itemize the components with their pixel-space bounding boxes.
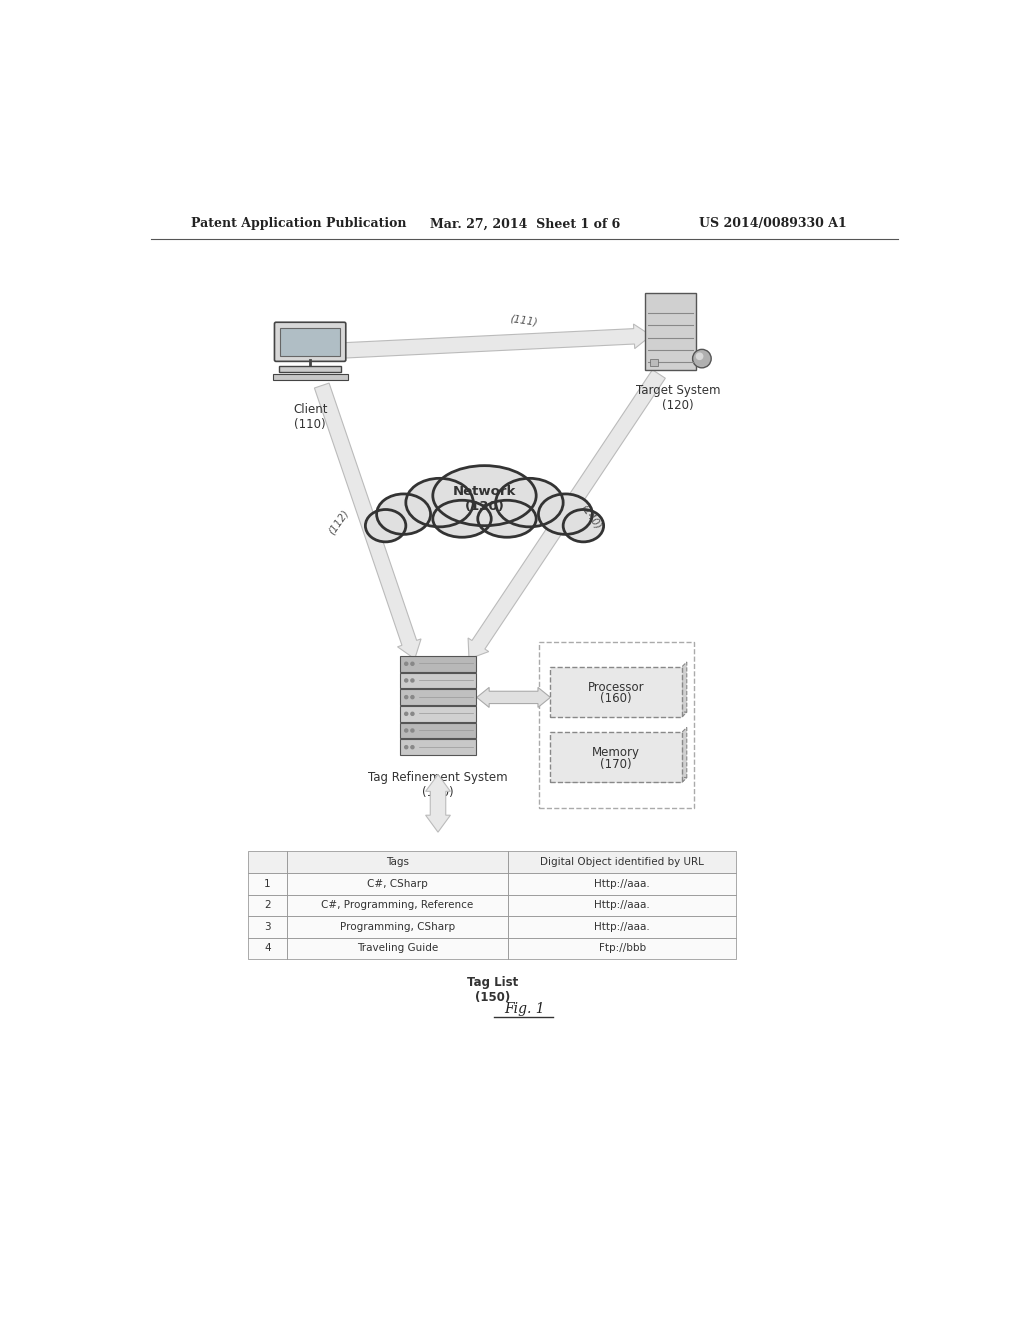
Ellipse shape [496, 478, 563, 527]
Bar [248, 873, 287, 895]
Text: Client
(110): Client (110) [293, 404, 328, 432]
Circle shape [411, 663, 414, 665]
Text: Tag Refinement System
(140): Tag Refinement System (140) [369, 771, 508, 799]
Bar [287, 937, 508, 960]
Text: Traveling Guide: Traveling Guide [356, 944, 438, 953]
Bar [400, 689, 476, 705]
Polygon shape [468, 370, 666, 659]
Text: Http://aaa.: Http://aaa. [594, 900, 650, 911]
Circle shape [404, 746, 408, 748]
Text: Tags: Tags [386, 857, 409, 867]
Bar [287, 895, 508, 916]
Ellipse shape [366, 510, 406, 541]
Ellipse shape [478, 500, 537, 537]
Bar [400, 739, 476, 755]
Text: Target System
(120): Target System (120) [636, 384, 721, 412]
Ellipse shape [539, 494, 592, 535]
Text: Http://aaa.: Http://aaa. [594, 921, 650, 932]
Polygon shape [477, 688, 550, 708]
Text: Digital Object identified by URL: Digital Object identified by URL [540, 857, 705, 867]
Circle shape [692, 350, 712, 368]
Circle shape [411, 746, 414, 748]
Text: (170): (170) [600, 758, 632, 771]
Text: 3: 3 [264, 921, 270, 932]
Text: 4: 4 [264, 944, 270, 953]
Text: (160): (160) [600, 692, 632, 705]
FancyBboxPatch shape [274, 322, 346, 362]
Circle shape [404, 713, 408, 715]
Bar [280, 366, 341, 372]
Bar [400, 672, 476, 689]
Polygon shape [333, 323, 651, 359]
Bar [508, 937, 736, 960]
Text: Ftp://bbb: Ftp://bbb [598, 944, 645, 953]
Text: Mar. 27, 2014  Sheet 1 of 6: Mar. 27, 2014 Sheet 1 of 6 [430, 218, 620, 231]
Text: Fig. 1: Fig. 1 [505, 1002, 545, 1016]
Bar [400, 656, 476, 672]
Ellipse shape [563, 510, 603, 541]
Polygon shape [550, 711, 687, 717]
Bar [400, 722, 476, 738]
Text: 2: 2 [264, 900, 270, 911]
Text: C#, Programming, Reference: C#, Programming, Reference [322, 900, 473, 911]
Bar [550, 733, 682, 781]
Text: Patent Application Publication: Patent Application Publication [191, 218, 407, 231]
Bar [287, 916, 508, 937]
Text: 1: 1 [264, 879, 270, 888]
Ellipse shape [377, 494, 430, 535]
Circle shape [411, 729, 414, 733]
Text: C#, CSharp: C#, CSharp [367, 879, 428, 888]
Polygon shape [426, 775, 451, 832]
Bar [508, 851, 736, 873]
Bar [287, 873, 508, 895]
Polygon shape [682, 663, 687, 717]
Circle shape [404, 663, 408, 665]
Circle shape [404, 729, 408, 733]
Polygon shape [550, 777, 687, 781]
Circle shape [404, 696, 408, 698]
Polygon shape [682, 727, 687, 781]
Bar [650, 359, 657, 366]
Bar [508, 873, 736, 895]
Ellipse shape [406, 478, 473, 527]
Text: (112): (112) [327, 508, 351, 536]
Text: US 2014/0089330 A1: US 2014/0089330 A1 [699, 218, 847, 231]
Bar [248, 895, 287, 916]
Bar [248, 851, 287, 873]
Text: (140): (140) [579, 502, 603, 531]
Text: Memory: Memory [592, 746, 640, 759]
Circle shape [411, 696, 414, 698]
Bar [550, 667, 682, 717]
Bar [248, 916, 287, 937]
Bar [508, 895, 736, 916]
Bar [645, 293, 695, 370]
Bar [400, 706, 476, 722]
Text: Http://aaa.: Http://aaa. [594, 879, 650, 888]
Ellipse shape [433, 466, 537, 525]
Circle shape [411, 678, 414, 682]
Bar [272, 374, 347, 380]
Bar [280, 327, 340, 356]
Text: Tag List
(150): Tag List (150) [467, 977, 518, 1005]
Bar [539, 642, 693, 808]
Polygon shape [314, 383, 421, 659]
Bar [508, 916, 736, 937]
Circle shape [404, 678, 408, 682]
Text: (111): (111) [509, 313, 538, 327]
Ellipse shape [433, 500, 492, 537]
Circle shape [411, 713, 414, 715]
Text: Processor: Processor [588, 681, 644, 693]
Bar [248, 937, 287, 960]
Text: Programming, CSharp: Programming, CSharp [340, 921, 455, 932]
Text: Network
(130): Network (130) [453, 484, 516, 512]
Bar [287, 851, 508, 873]
Circle shape [695, 352, 703, 360]
